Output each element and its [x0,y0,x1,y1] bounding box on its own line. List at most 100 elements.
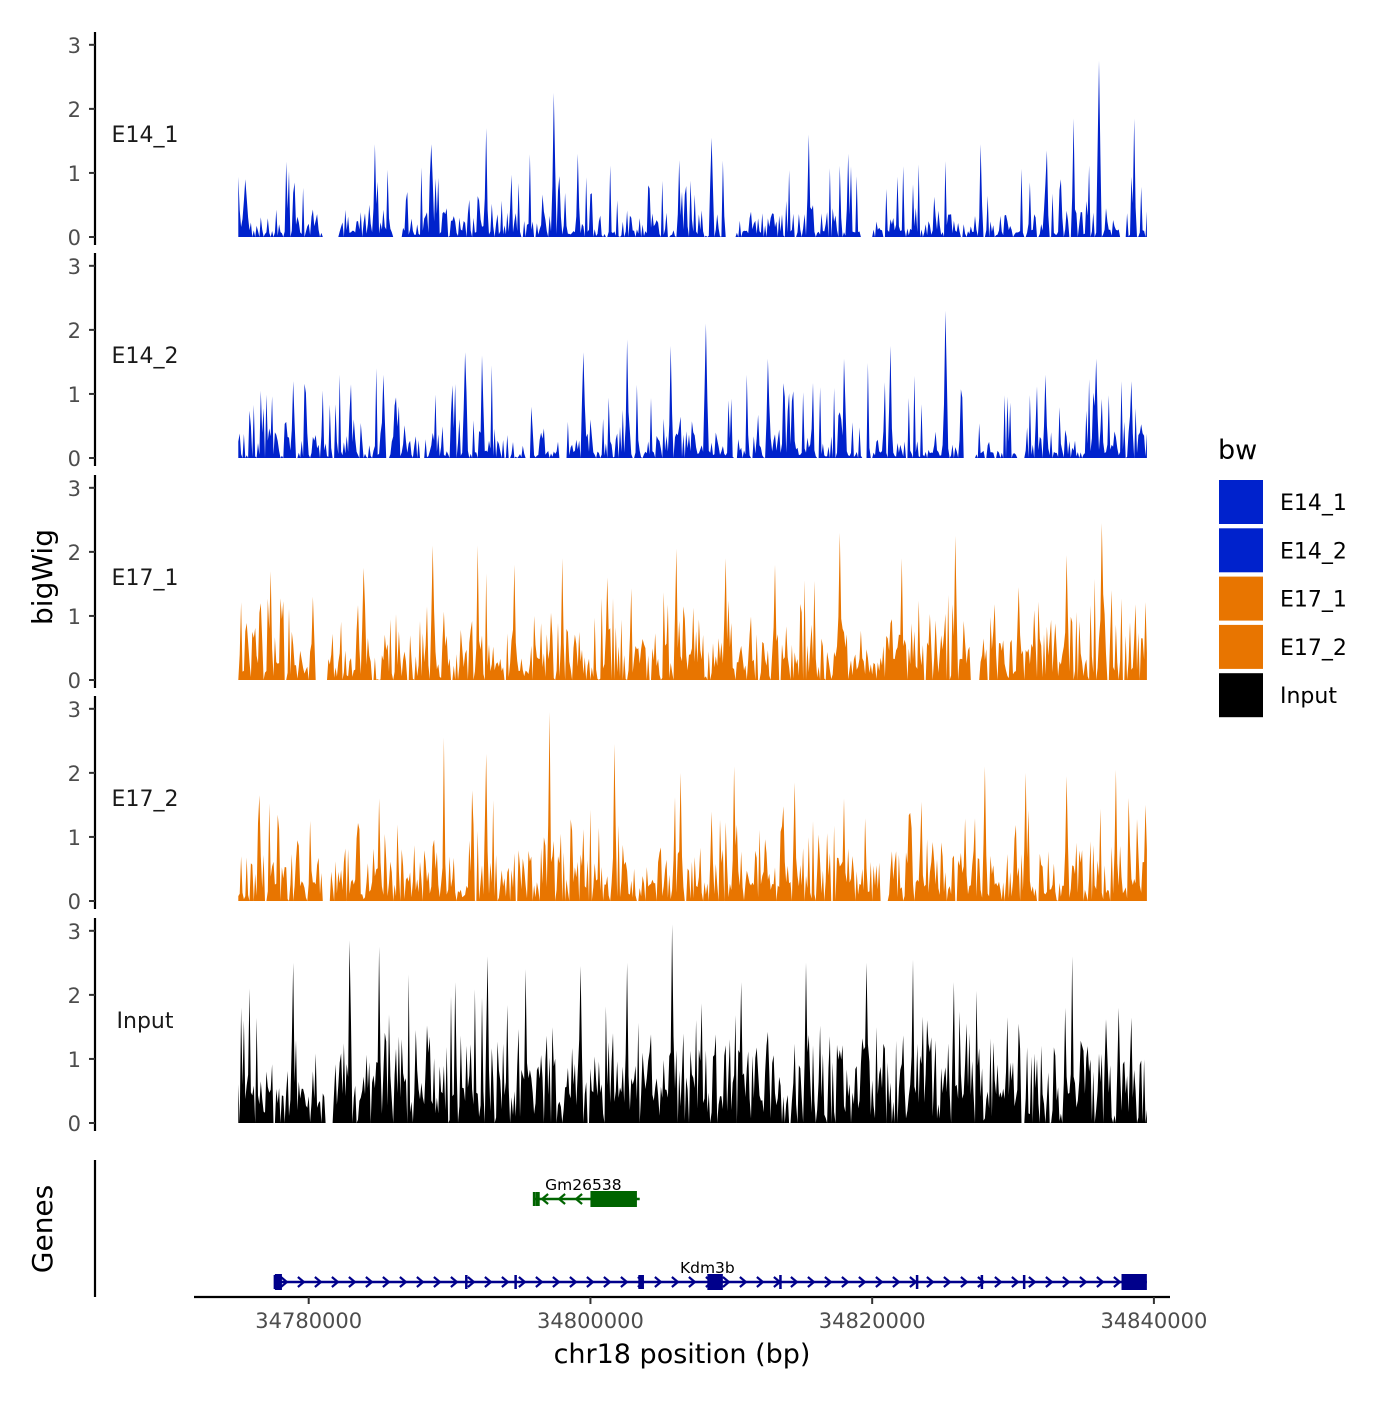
strand-arrow [875,1276,884,1288]
y-tick-label: 3 [68,255,81,279]
legend-label: E17_1 [1280,588,1347,613]
legend-swatch [1219,624,1263,669]
strand-arrow [994,1276,1003,1288]
strand-arrow [540,1193,549,1205]
y-tick-label: 2 [68,984,81,1008]
strand-arrow [1079,1276,1088,1288]
exon-kdm3b [465,1275,468,1289]
exon-gm26538 [535,1192,540,1206]
exon-kdm3b [1022,1275,1026,1289]
strand-arrow [557,1193,566,1205]
y-tick-label: 2 [68,98,81,122]
strand-arrow [382,1276,391,1288]
strand-arrow [1113,1276,1122,1288]
strand-arrow [790,1276,799,1288]
y-tick-label: 0 [68,226,81,250]
exon-gm26538 [590,1191,637,1207]
legend-swatch [1219,576,1263,621]
strand-arrow [280,1276,289,1288]
strand-arrow [416,1276,425,1288]
strand-arrow [1011,1276,1020,1288]
strand-arrow [756,1276,765,1288]
strand-arrow [977,1276,986,1288]
strand-arrow [824,1276,833,1288]
y-tick-label: 2 [68,762,81,786]
exon-kdm3b [1121,1274,1147,1290]
track-label: Input [117,1009,174,1034]
y-tick-label: 1 [68,605,81,629]
strand-arrow [586,1276,595,1288]
legend-label: E14_2 [1280,539,1347,564]
exon-kdm3b [980,1275,984,1289]
strand-arrow [365,1276,374,1288]
legend-swatch [1219,528,1263,573]
strand-arrow [841,1276,850,1288]
y-tick-label: 0 [68,890,81,914]
signal-area-e17-1 [238,523,1147,680]
strand-arrow [722,1276,731,1288]
strand-arrow [892,1276,901,1288]
x-tick-label: 34840000 [1100,1309,1207,1333]
strand-arrow [1096,1276,1105,1288]
strand-arrow [535,1276,544,1288]
y-axis-title: bigWig [26,529,59,625]
exon-kdm3b [707,1274,723,1290]
exon-kdm3b [274,1274,282,1290]
track-label: E14_1 [112,123,179,148]
strand-arrow [484,1276,493,1288]
strand-arrow [518,1276,527,1288]
legend-label: Input [1280,684,1337,709]
exon-kdm3b [638,1275,644,1289]
y-tick-label: 3 [68,920,81,944]
strand-arrow [603,1276,612,1288]
gene-label: Gm26538 [545,1176,621,1194]
strand-arrow [926,1276,935,1288]
x-tick-label: 34820000 [819,1309,926,1333]
y-tick-label: 3 [68,477,81,501]
strand-arrow [433,1276,442,1288]
strand-arrow [501,1276,510,1288]
strand-arrow [858,1276,867,1288]
strand-arrow [552,1276,561,1288]
strand-arrow [399,1276,408,1288]
x-tick-label: 34800000 [537,1309,644,1333]
strand-arrow [688,1276,697,1288]
strand-arrow [671,1276,680,1288]
signal-area-input [238,924,1147,1123]
y-tick-label: 1 [68,162,81,186]
strand-arrow [1045,1276,1054,1288]
legend-label: E17_2 [1280,636,1347,661]
strand-arrow [807,1276,816,1288]
legend-label: E14_1 [1280,491,1347,516]
strand-arrow [314,1276,323,1288]
strand-arrow [467,1276,476,1288]
y-tick-label: 1 [68,826,81,850]
strand-arrow [1028,1276,1037,1288]
strand-arrow [450,1276,459,1288]
signal-area-e14-1 [238,60,1147,237]
strand-arrow [574,1193,583,1205]
y-tick-label: 0 [68,669,81,693]
y-tick-label: 1 [68,1048,81,1072]
exon-kdm3b [779,1275,782,1289]
signal-area-e14-2 [238,310,1147,458]
exon-kdm3b [514,1275,517,1289]
x-axis-title: chr18 position (bp) [554,1339,811,1370]
strand-arrow [569,1276,578,1288]
y-tick-label: 0 [68,447,81,471]
strand-arrow [960,1276,969,1288]
track-label: E14_2 [112,344,179,369]
strand-arrow [331,1276,340,1288]
y-tick-label: 1 [68,383,81,407]
y-tick-label: 3 [68,698,81,722]
track-label: E17_1 [112,566,179,591]
y-tick-label: 2 [68,541,81,565]
y-tick-label: 2 [68,319,81,343]
y-tick-label: 3 [68,34,81,58]
strand-arrow [739,1276,748,1288]
strand-arrow [620,1276,629,1288]
gene-label: Kdm3b [680,1259,735,1277]
exon-kdm3b [915,1275,919,1289]
legend-swatch [1219,480,1263,524]
